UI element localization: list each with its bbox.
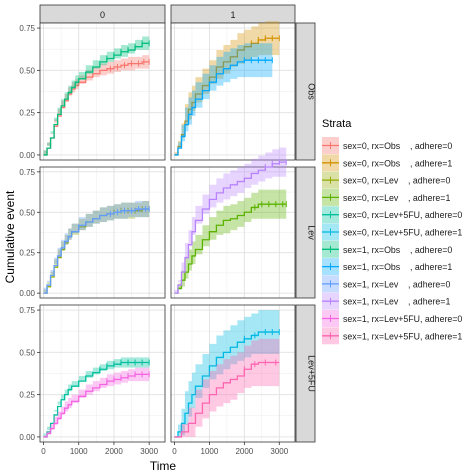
facet-row-strip-Obs	[295, 22, 316, 161]
y-tick-label: 0.25	[19, 391, 35, 400]
y-tick-label: 0.50	[19, 66, 35, 75]
panel-Obs-0	[39, 22, 166, 161]
x-tick-label: 3000	[140, 447, 158, 456]
confidence-band	[174, 310, 280, 437]
y-tick-label: 0.75	[19, 24, 35, 33]
y-tick-label: 0.00	[19, 433, 35, 442]
facet-col-label: 0	[100, 10, 105, 20]
panel-Lev+5FU-1	[170, 304, 296, 443]
survival-step-line	[43, 61, 150, 156]
facet-col-label: 1	[230, 10, 235, 20]
y-tick-label: 0.00	[19, 289, 35, 298]
legend-item: sex=1, rx=Lev , adhere=1	[322, 292, 450, 310]
legend-item: sex=1, rx=Obs , adhere=1	[322, 258, 452, 276]
legend-item: sex=1, rx=Lev+5FU, adhere=0	[322, 310, 462, 327]
series-6	[43, 36, 150, 156]
series-4	[43, 357, 150, 438]
legend-label: sex=1, rx=Lev , adhere=1	[343, 297, 450, 307]
facet-row-label: Lev+5FU	[307, 355, 317, 392]
series-10	[43, 367, 150, 438]
series-8	[43, 200, 150, 294]
survival-step-line	[43, 208, 150, 294]
legend-item: sex=1, rx=Lev , adhere=0	[322, 275, 450, 293]
y-tick-label: 0.50	[19, 208, 35, 217]
panel-border	[170, 166, 296, 299]
y-tick-label: 0.50	[19, 348, 35, 357]
series-3	[174, 189, 287, 294]
y-axis-title: Cumulative event	[3, 190, 17, 283]
panel-border	[39, 166, 166, 299]
panel-Lev-0	[39, 166, 166, 299]
legend-label: sex=0, rx=Obs , adhere=0	[343, 141, 452, 151]
facet-row-label: Lev	[307, 225, 317, 240]
x-tick-label: 1000	[201, 447, 219, 456]
confidence-band	[174, 338, 280, 437]
facet-row-strip-Lev+5FU	[295, 304, 316, 443]
legend-label: sex=0, rx=Lev , adhere=1	[343, 193, 450, 203]
panel-border	[170, 22, 296, 161]
axes-layer: 0.00 0.25 0.50 0.75 0.00 0.25 0.50 0.75 0.00 0.25…	[19, 24, 288, 456]
y-tick-label: 0.75	[19, 306, 35, 315]
panel-Lev+5FU-0	[39, 304, 166, 443]
confidence-band	[174, 43, 273, 155]
panel-Obs-1	[170, 22, 296, 161]
y-tick-label: 0.25	[19, 249, 35, 258]
panels-layer: 0 1 Obs Lev Lev+5FU	[39, 4, 317, 443]
panel-border	[39, 304, 166, 443]
x-tick-label: 1000	[70, 447, 88, 456]
panel-Lev-1	[170, 166, 296, 299]
legend-label: sex=1, rx=Lev+5FU, adhere=0	[343, 314, 462, 324]
x-axis-title: Time	[150, 459, 177, 473]
x-tick-label: 2000	[105, 447, 123, 456]
x-tick-label: 0	[41, 447, 46, 456]
confidence-band	[43, 36, 150, 155]
series-7	[174, 43, 273, 156]
x-tick-label: 0	[172, 447, 177, 456]
y-tick-label: 0.75	[19, 168, 35, 177]
legend-label: sex=1, rx=Obs , adhere=1	[343, 262, 452, 272]
legend-title: Strata	[322, 118, 352, 130]
legend-label: sex=1, rx=Obs , adhere=0	[343, 245, 452, 255]
x-tick-label: 3000	[270, 447, 288, 456]
legend-item: sex=0, rx=Lev+5FU, adhere=0	[322, 206, 462, 224]
panel-border	[170, 304, 296, 443]
confidence-band	[174, 147, 287, 294]
legend-label: sex=1, rx=Lev+5FU, adhere=1	[343, 331, 462, 341]
series-5	[174, 310, 280, 438]
legend-label: sex=1, rx=Lev , adhere=0	[343, 279, 450, 289]
survival-step-line	[43, 42, 150, 156]
legend-label: sex=0, rx=Obs , adhere=1	[343, 158, 452, 168]
legend-item: sex=0, rx=Obs , adhere=0	[322, 137, 452, 154]
panel-border	[39, 22, 166, 161]
survival-step-line	[174, 161, 287, 294]
legend-item: sex=0, rx=Obs , adhere=1	[322, 154, 452, 172]
legend: Strata sex=0, rx=Obs , adhere=0 sex=0, rx=…	[322, 118, 462, 345]
survival-step-line	[43, 361, 150, 438]
x-tick-label: 2000	[235, 447, 253, 456]
series-9	[174, 147, 287, 294]
legend-item: sex=0, rx=Lev , adhere=1	[322, 188, 450, 206]
legend-item: sex=1, rx=Lev+5FU, adhere=1	[322, 327, 462, 345]
legend-item: sex=0, rx=Lev , adhere=0	[322, 171, 450, 189]
series-11	[174, 338, 280, 438]
legend-label: sex=0, rx=Lev+5FU, adhere=0	[343, 210, 462, 220]
survival-step-line	[174, 203, 287, 294]
legend-item: sex=1, rx=Obs , adhere=0	[322, 240, 452, 258]
facet-row-strip-Lev	[295, 166, 316, 299]
facet-row-label: Obs	[307, 83, 317, 100]
confidence-band	[174, 189, 287, 294]
legend-label: sex=0, rx=Lev , adhere=0	[343, 176, 450, 186]
confidence-band	[174, 21, 280, 155]
y-tick-label: 0.00	[19, 151, 35, 160]
legend-item: sex=0, rx=Lev+5FU, adhere=1	[322, 223, 462, 241]
legend-label: sex=0, rx=Lev+5FU, adhere=1	[343, 228, 462, 238]
survival-step-line	[174, 331, 280, 438]
y-tick-label: 0.25	[19, 109, 35, 118]
